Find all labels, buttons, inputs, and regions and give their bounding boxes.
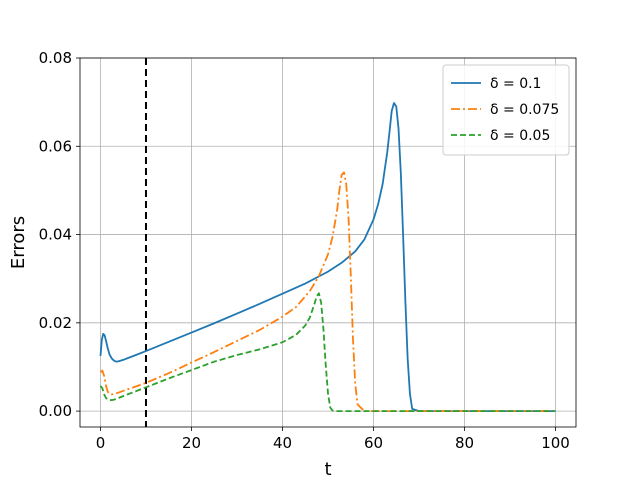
x-axis-label: t [324, 459, 331, 480]
y-axis-label: Errors [8, 216, 29, 269]
x-tick-label: 0 [96, 434, 106, 452]
x-tick-label: 40 [273, 434, 292, 452]
x-tick-label: 60 [364, 434, 383, 452]
legend-box [442, 64, 570, 156]
legend-label-3: δ = 0.05 [490, 128, 550, 144]
x-tick-label: 100 [541, 434, 570, 452]
y-tick-label: 0.00 [39, 402, 72, 420]
y-tick-label: 0.06 [39, 137, 72, 155]
y-tick-label: 0.08 [39, 49, 72, 67]
ticks: 0 20 40 60 80 100 0.00 0.02 0.04 0.06 0.08 [39, 49, 570, 452]
y-tick-label: 0.04 [39, 226, 72, 244]
series-line-2 [99, 171, 556, 413]
legend-label-2: δ = 0.075 [490, 102, 559, 118]
series-line-3 [99, 292, 556, 413]
x-tick-label: 20 [182, 434, 201, 452]
axes-frame [79, 57, 577, 428]
legend-label-1: δ = 0.1 [490, 76, 541, 92]
series-line-1 [99, 102, 556, 413]
legend: δ = 0.1 δ = 0.075 δ = 0.05 [442, 64, 570, 156]
y-tick-label: 0.02 [39, 314, 72, 332]
series-layer [99, 102, 556, 413]
x-tick-label: 80 [455, 434, 474, 452]
